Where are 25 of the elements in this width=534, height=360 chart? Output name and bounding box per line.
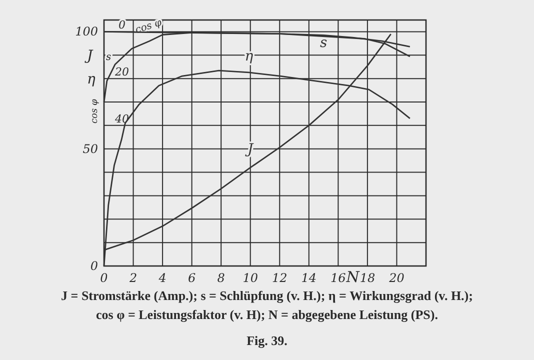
annotation: s (106, 52, 112, 64)
x-tick-label: 10 (242, 271, 258, 285)
series-label: s (320, 35, 328, 52)
x-tick-label: 0 (100, 271, 108, 285)
text: J = Stromstärke (Amp.); s = Schlüpfung (v. H.); η = Wirkungsgrad (v. H.); (61, 288, 473, 303)
text: cos φ (90, 98, 100, 124)
x-tick-label: 20 (388, 271, 405, 285)
y-tick-label: 0 (90, 259, 98, 273)
text: J (84, 48, 94, 64)
x-axis-title: N (345, 268, 360, 286)
y2-tick-label: 20 (114, 66, 129, 79)
text: Fig. 39. (246, 333, 288, 348)
x-tick-label: 16 (330, 271, 346, 285)
x-tick-label: 2 (128, 271, 138, 285)
x-tick-label: 4 (158, 271, 166, 285)
x-tick-label: 18 (360, 271, 376, 285)
x-tick-label: 8 (217, 271, 226, 285)
x-tick-label: 6 (188, 271, 196, 285)
text: cos φ = Leistungsfaktor (v. H); N = abgegebene Leistung (PS). (96, 307, 438, 322)
y-tick-label: 50 (82, 142, 98, 156)
y2-tick-label: 0 (118, 18, 126, 32)
y-tick-label: 100 (75, 24, 98, 39)
x-tick-label: 12 (272, 271, 288, 285)
x-tick-label: 14 (301, 271, 317, 285)
text: η (87, 72, 96, 88)
